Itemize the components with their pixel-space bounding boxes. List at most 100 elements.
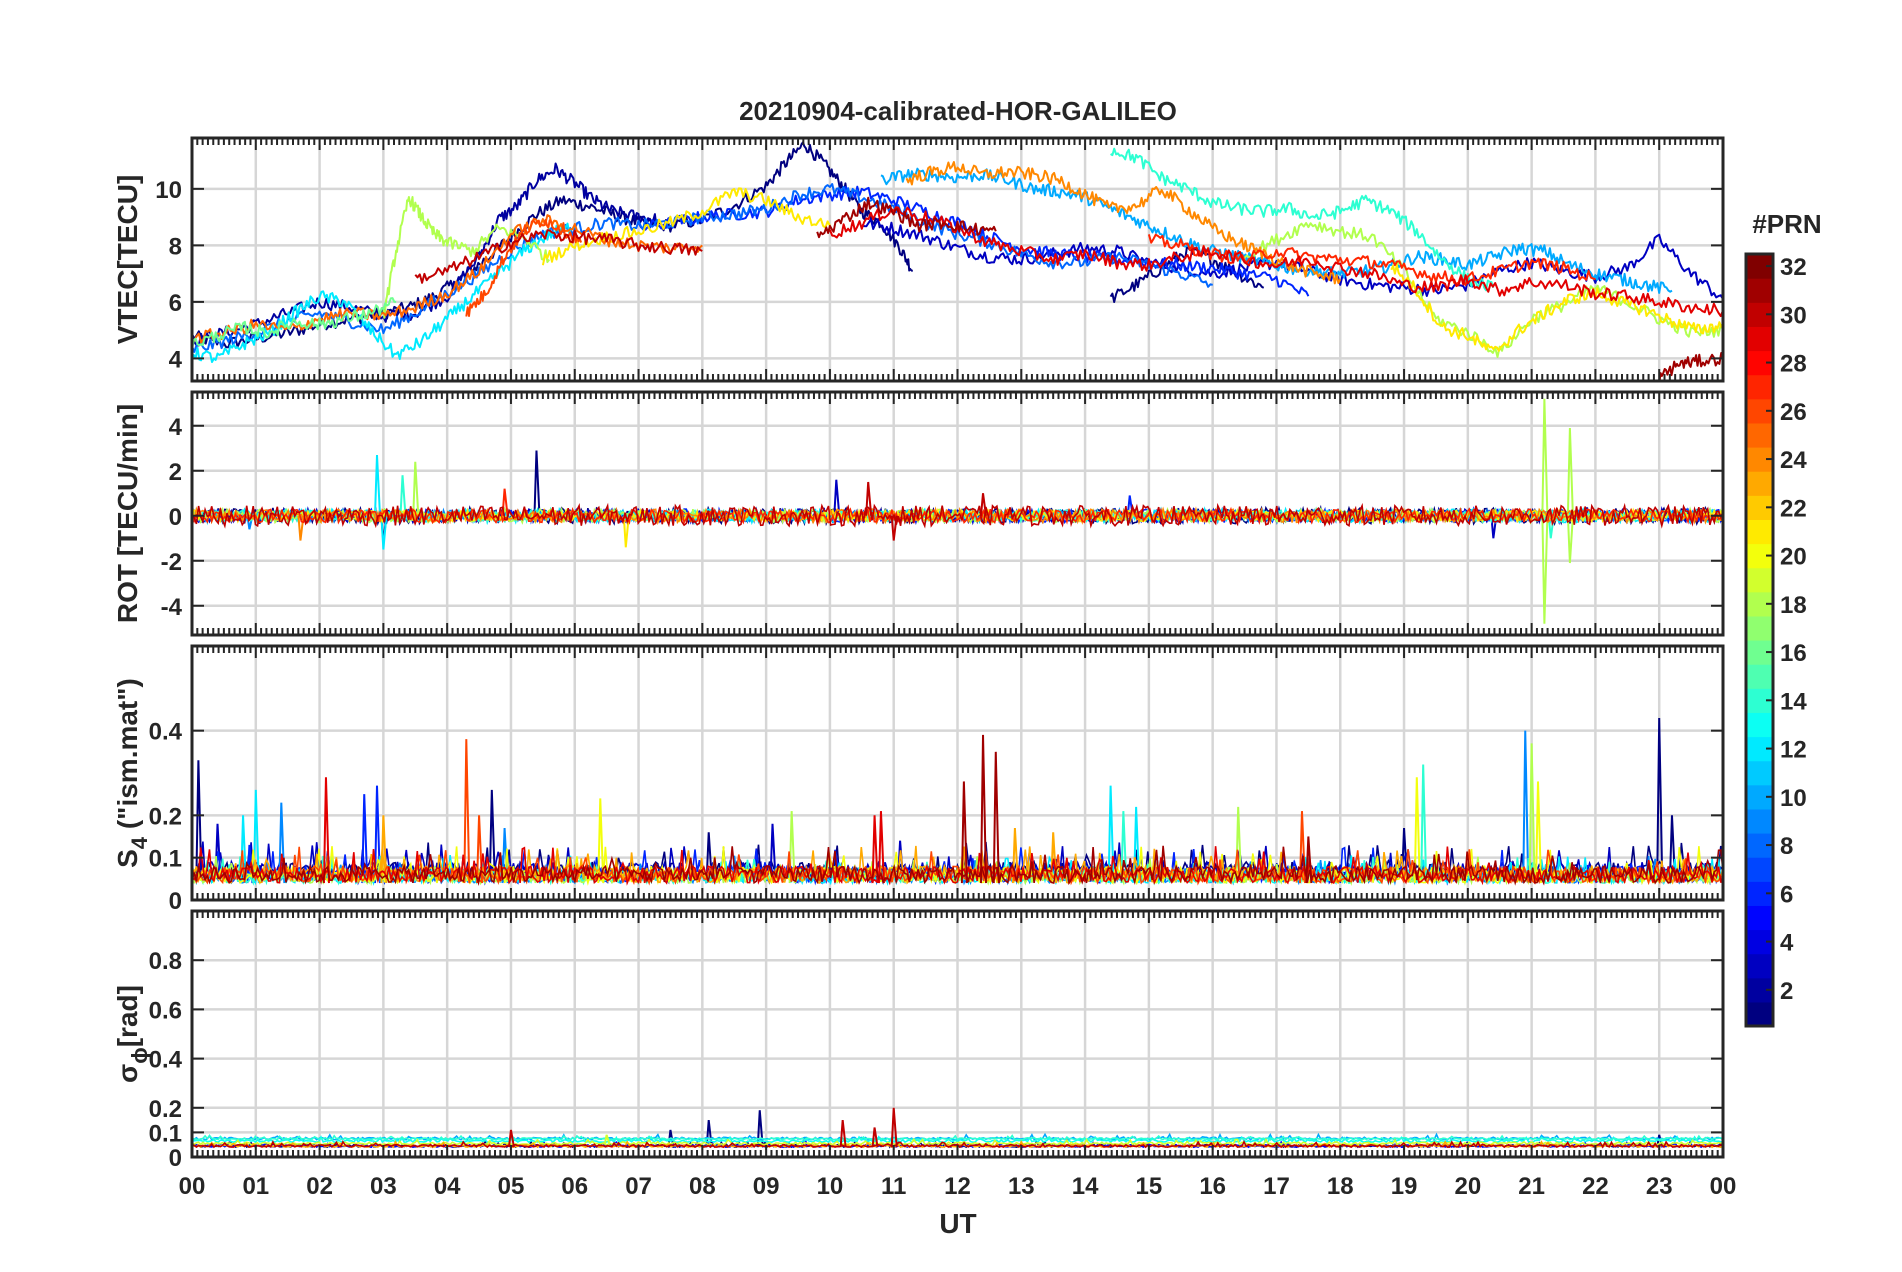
s4-spike-prn-1 bbox=[1668, 815, 1676, 879]
vtec-line-prn-10 bbox=[880, 167, 1673, 294]
y-tick-label: 0.4 bbox=[149, 1047, 183, 1074]
y-tick-label: 0.1 bbox=[149, 846, 182, 873]
axes-box-sigma bbox=[190, 909, 1725, 1159]
s4-spike-prn-3 bbox=[769, 823, 777, 879]
x-tick-label: 15 bbox=[1136, 1173, 1163, 1200]
ylabel-main: σ bbox=[112, 1064, 143, 1083]
colorbar-swatch bbox=[1746, 760, 1773, 786]
chart-title: 20210904-calibrated-HOR-GALILEO bbox=[739, 96, 1177, 126]
s4-spike-prn-26 bbox=[476, 815, 484, 884]
s4-spike-prn-9 bbox=[278, 802, 286, 884]
rot-spike-prn-18 bbox=[1541, 398, 1549, 516]
colorbar-tick-label: 20 bbox=[1780, 544, 1807, 571]
panel-s4: 00.10.20.4S4 ("ism.mat") bbox=[112, 644, 1725, 915]
vtec-line-prn-21 bbox=[1390, 264, 1723, 352]
colorbar-tick-label: 30 bbox=[1780, 302, 1807, 329]
rot-spike-prn-12 bbox=[380, 515, 388, 550]
colorbar-swatch bbox=[1746, 567, 1773, 593]
colorbar-swatch bbox=[1746, 422, 1773, 448]
colorbar-tick-label: 12 bbox=[1780, 737, 1807, 764]
colorbar-swatch bbox=[1746, 615, 1773, 641]
colorbar-swatch bbox=[1746, 808, 1773, 834]
x-tick-label: 01 bbox=[242, 1173, 269, 1200]
vtec-line-prn-6 bbox=[637, 185, 1310, 297]
panel-vtec: 4 6 8 10 VTEC[TECU] bbox=[112, 136, 1725, 383]
s4-spike-prn-1 bbox=[488, 789, 496, 879]
s4-line-prn-31 bbox=[192, 845, 1723, 886]
y-tick-label: 0 bbox=[169, 1145, 182, 1172]
x-tick-label: 10 bbox=[817, 1173, 844, 1200]
vtec-line-prn-29 bbox=[828, 206, 1723, 318]
vtec-line-prn-16 bbox=[192, 297, 397, 350]
s4-spike-prn-1 bbox=[1656, 717, 1664, 879]
s4-line-prn-26 bbox=[192, 846, 1723, 886]
s4-spike-prn-23 bbox=[380, 815, 388, 884]
colorbar-swatch bbox=[1746, 278, 1773, 303]
rot-spike-prn-21 bbox=[622, 515, 630, 548]
x-tick-label: 23 bbox=[1646, 1173, 1673, 1200]
colorbar-swatch bbox=[1746, 471, 1773, 496]
y-axis-label-sigma: σϕ[rad] bbox=[112, 985, 152, 1083]
vtec-line-prn-27 bbox=[1147, 233, 1596, 286]
ylabel-main: S bbox=[112, 849, 143, 868]
x-axis-label: UT bbox=[939, 1208, 976, 1239]
rot-spike-prn-18 bbox=[1541, 515, 1549, 624]
x-tick-label: 22 bbox=[1582, 1173, 1609, 1200]
x-tick-label: 19 bbox=[1391, 1173, 1418, 1200]
vtec-line-prn-30 bbox=[414, 229, 703, 284]
y-tick-label: 4 bbox=[169, 346, 183, 373]
ylabel-sub: ϕ bbox=[127, 1047, 152, 1064]
s4-spike-prn-6 bbox=[373, 785, 381, 884]
colorbar-tick-label: 24 bbox=[1780, 447, 1807, 474]
colorbar-swatch bbox=[1746, 326, 1773, 352]
rot-spike-prn-1 bbox=[533, 450, 541, 516]
s4-spike-prn-29 bbox=[871, 815, 879, 884]
s4-spike-prn-12 bbox=[252, 789, 260, 884]
s4-spike-prn-1 bbox=[195, 760, 203, 879]
vtec-line-prn-18 bbox=[1243, 221, 1723, 358]
sigma-spike-prn-30 bbox=[871, 1127, 879, 1148]
x-tick-label: 00 bbox=[1710, 1173, 1737, 1200]
s4-line-prn-29 bbox=[192, 846, 1723, 886]
colorbar-swatch bbox=[1746, 905, 1773, 931]
vtec-line-prn-2 bbox=[192, 162, 659, 347]
colorbar-tick-label: 2 bbox=[1780, 978, 1793, 1005]
s4-spike-prn-23 bbox=[1011, 827, 1019, 884]
colorbar-tick-label: 6 bbox=[1780, 881, 1793, 908]
y-tick-label: 0.2 bbox=[149, 803, 182, 830]
sigma-line-prn-14 bbox=[192, 1134, 1723, 1141]
rot-spike-prn-30 bbox=[980, 493, 988, 516]
s4-spike-prn-18 bbox=[1528, 743, 1536, 884]
sigma-spike-prn-30 bbox=[839, 1119, 847, 1148]
grid-sigma bbox=[190, 911, 1725, 1159]
y-tick-label: 0.6 bbox=[149, 997, 182, 1024]
vtec-line-prn-14 bbox=[1110, 147, 1495, 292]
x-tick-label: 09 bbox=[753, 1173, 780, 1200]
rot-spike-prn-14 bbox=[399, 475, 407, 516]
colorbar-swatch bbox=[1746, 664, 1773, 689]
rot-spike-prn-24 bbox=[297, 515, 305, 541]
colorbar-tick-label: 32 bbox=[1780, 254, 1807, 281]
vtec-line-prn-18 bbox=[382, 196, 551, 319]
sigma-spike-prn-1 bbox=[756, 1110, 764, 1148]
ylabel-rest: [rad] bbox=[112, 985, 143, 1047]
y-tick-label: 8 bbox=[169, 233, 182, 260]
y-tick-label: 0.8 bbox=[149, 948, 182, 975]
y-axis-label-s4: S4 ("ism.mat") bbox=[112, 678, 152, 868]
rot-spike-prn-3 bbox=[833, 479, 841, 516]
colorbar-swatch bbox=[1746, 519, 1773, 545]
x-tick-label: 02 bbox=[306, 1173, 333, 1200]
panel-rot: -4 -2 0 2 4 ROT [TECU/min] bbox=[112, 390, 1725, 637]
x-tick-label: 00 bbox=[179, 1173, 206, 1200]
s4-spike-prn-14 bbox=[1420, 764, 1428, 884]
x-tick-label: 17 bbox=[1263, 1173, 1290, 1200]
x-tick-label: 16 bbox=[1199, 1173, 1226, 1200]
sigma-spike-prn-30 bbox=[507, 1129, 515, 1148]
s4-spike-prn-31 bbox=[1305, 836, 1313, 884]
y-tick-label: 0.2 bbox=[149, 1096, 182, 1123]
x-tick-label: 11 bbox=[881, 1173, 906, 1200]
y-tick-label: -4 bbox=[161, 594, 183, 621]
y-tick-label: 0.4 bbox=[149, 719, 183, 746]
colorbar-swatch bbox=[1746, 953, 1773, 979]
s4-spike-prn-29 bbox=[322, 777, 330, 884]
